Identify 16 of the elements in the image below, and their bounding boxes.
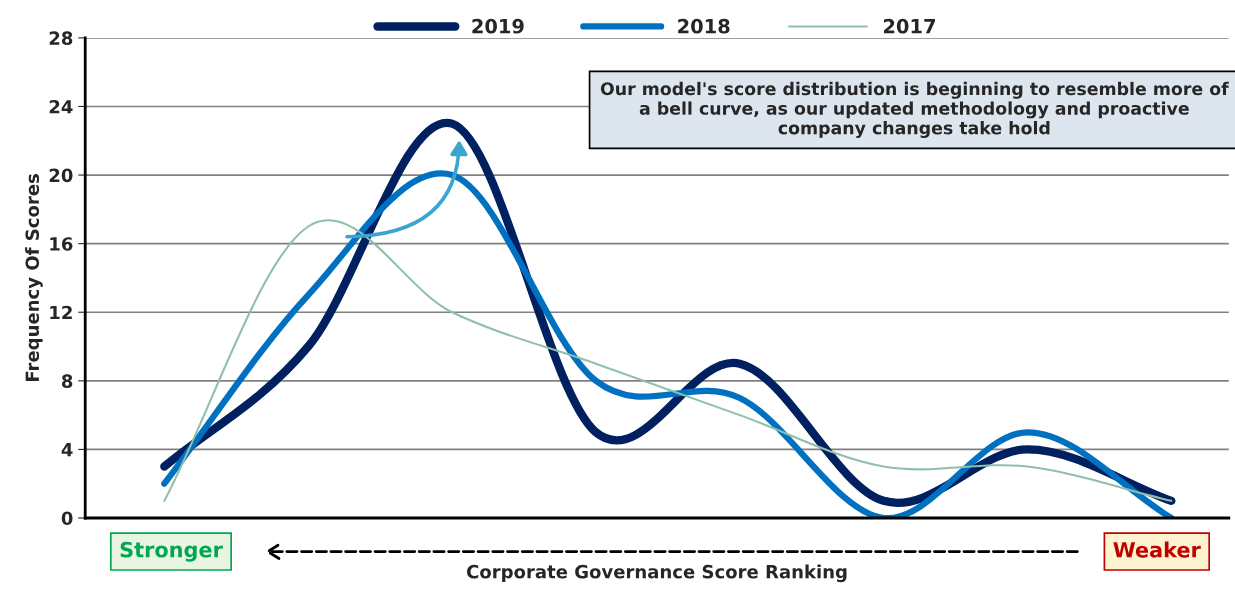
y-tick-label: 28	[49, 31, 73, 45]
annotation: Our model's score distribution is beginning to resemble more of a bell curve, as our updated methodology and proactive company changes take hold	[600, 81, 1229, 138]
text: Stronger	[120, 541, 223, 562]
legend-label: 2019	[472, 18, 524, 34]
x-axis-title: Corporate Governance Score Ranking	[466, 564, 847, 583]
y-tick-label: 0	[61, 511, 73, 526]
legend-label: 2018	[678, 18, 730, 34]
y-tick-label: 24	[49, 99, 73, 114]
y-tick-label: 4	[61, 443, 73, 457]
y-tick-label: 16	[50, 237, 73, 251]
y-tick-label: 12	[50, 305, 72, 320]
y-tick-label: 8	[61, 374, 73, 388]
y-axis-title: Frequency Of Scores	[25, 174, 43, 382]
y-tick-label: 20	[49, 168, 73, 183]
text: Weaker	[1113, 541, 1201, 558]
legend-label: 2017	[883, 18, 935, 34]
